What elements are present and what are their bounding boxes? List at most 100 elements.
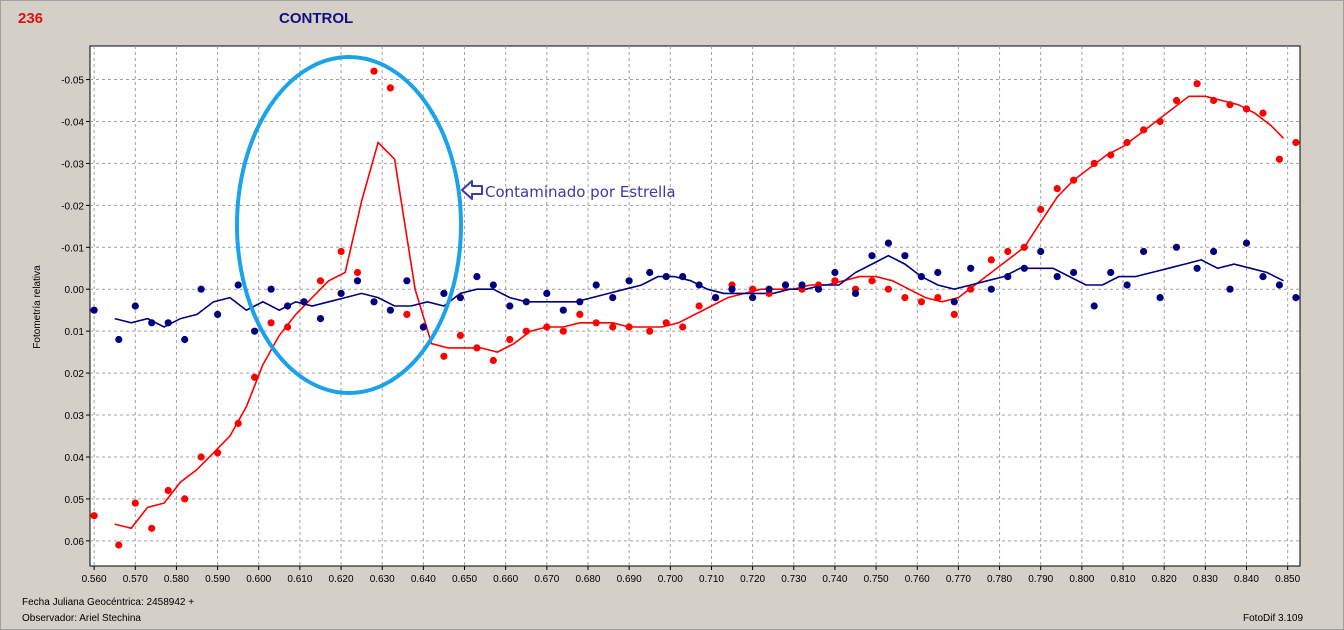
series-2-point	[1004, 273, 1012, 281]
y-tick-label: 0.01	[65, 327, 85, 338]
series-2-point	[1053, 273, 1061, 281]
x-tick-label: 0.740	[822, 574, 847, 585]
x-tick-label: 0.800	[1069, 574, 1094, 585]
series-2-point	[1156, 294, 1164, 302]
series-1-point	[1090, 159, 1098, 167]
series-1-point	[164, 486, 172, 495]
y-tick-label: 0.04	[65, 453, 85, 464]
series-2-point	[164, 319, 172, 327]
series-2-point	[181, 335, 189, 344]
series-2-point	[950, 298, 958, 306]
x-tick-label: 0.750	[864, 574, 889, 585]
series-1-point	[884, 285, 893, 293]
series-1-point	[440, 352, 448, 360]
series-1-point	[316, 277, 325, 285]
series-2-point	[781, 281, 790, 289]
y-tick-label: 0.05	[65, 495, 85, 506]
series-1-point	[234, 419, 242, 427]
series-2-point	[559, 306, 567, 314]
series-2-point	[901, 252, 909, 260]
series-1-point	[148, 524, 156, 532]
x-tick-label: 0.620	[329, 574, 354, 585]
series-1-point	[473, 344, 481, 352]
series-2-point	[814, 285, 823, 293]
series-1-point	[522, 327, 530, 335]
x-tick-label: 0.760	[905, 574, 930, 585]
series-1-point	[592, 319, 600, 327]
series-1-point	[576, 310, 584, 318]
series-1-point	[370, 67, 378, 75]
x-tick-label: 0.640	[411, 574, 436, 585]
series-1-point	[1292, 138, 1300, 147]
julian-date-label: Fecha Juliana Geocéntrica: 2458942 +	[22, 597, 195, 608]
series-2-point	[370, 298, 378, 306]
series-2-point	[234, 281, 242, 289]
y-tick-label: 0.00	[65, 285, 85, 296]
series-2-point	[625, 277, 633, 285]
series-1-point	[115, 541, 123, 549]
series-1-point	[625, 323, 633, 331]
observer-label: Observador: Ariel Stechina	[22, 613, 141, 624]
series-2-point	[473, 273, 481, 281]
series-1-point	[559, 327, 567, 335]
arrow-left-icon	[461, 180, 483, 200]
series-1-point	[901, 294, 909, 302]
series-2-point	[522, 298, 530, 306]
series-1-point	[267, 319, 275, 327]
x-tick-label: 0.670	[534, 574, 559, 585]
series-2-point	[662, 273, 670, 281]
series-2-point	[267, 285, 275, 293]
series-1-point	[403, 310, 411, 318]
series-2-point	[386, 306, 394, 314]
x-tick-label: 0.780	[987, 574, 1012, 585]
series-2-point	[917, 273, 926, 281]
series-2-point	[316, 315, 325, 323]
series-2-point	[337, 289, 345, 297]
x-tick-label: 0.790	[1028, 574, 1053, 585]
series-2-point	[868, 252, 876, 260]
series-2-point	[576, 298, 584, 306]
y-tick-label: -0.04	[61, 117, 84, 128]
y-tick-label: -0.02	[61, 201, 84, 212]
series-2-point	[1210, 247, 1218, 256]
series-1-point	[1193, 80, 1201, 88]
series-2-point	[609, 294, 617, 302]
x-tick-label: 0.660	[493, 574, 518, 585]
series-1-point	[967, 285, 975, 293]
series-1-point	[749, 285, 757, 293]
series-1-point	[181, 495, 189, 503]
series-1-point	[1210, 96, 1218, 105]
series-2-point	[115, 335, 123, 344]
series-1-point	[662, 319, 670, 327]
series-1-point	[831, 277, 839, 285]
series-2-point	[646, 268, 654, 277]
series-1-point	[917, 298, 926, 306]
series-2-point	[1193, 264, 1201, 272]
series-1-point	[90, 512, 98, 520]
series-2-point	[749, 294, 757, 302]
series-1-point	[1226, 101, 1234, 109]
series-2-point	[214, 310, 222, 318]
series-2-point	[934, 268, 942, 277]
y-tick-label: -0.03	[61, 159, 84, 170]
x-tick-label: 0.600	[246, 574, 271, 585]
series-2-point	[831, 268, 839, 277]
series-2-point	[1259, 273, 1267, 281]
series-1-point	[1242, 105, 1251, 113]
series-1-point	[1140, 126, 1148, 134]
series-1-point	[251, 373, 259, 381]
series-1-point	[609, 323, 617, 331]
series-2-point	[1037, 247, 1045, 256]
series-2-point	[251, 327, 259, 335]
series-2-point	[353, 277, 362, 285]
series-1-point	[1037, 205, 1045, 214]
y-tick-label: 0.02	[65, 369, 85, 380]
x-tick-label: 0.730	[781, 574, 806, 585]
series-1-point	[868, 277, 876, 285]
series-2-point	[679, 273, 687, 281]
series-1-point	[695, 302, 703, 310]
series-2-point	[967, 264, 975, 272]
series-2-point	[456, 294, 464, 302]
x-tick-label: 0.850	[1275, 574, 1300, 585]
series-2-point	[543, 289, 551, 297]
